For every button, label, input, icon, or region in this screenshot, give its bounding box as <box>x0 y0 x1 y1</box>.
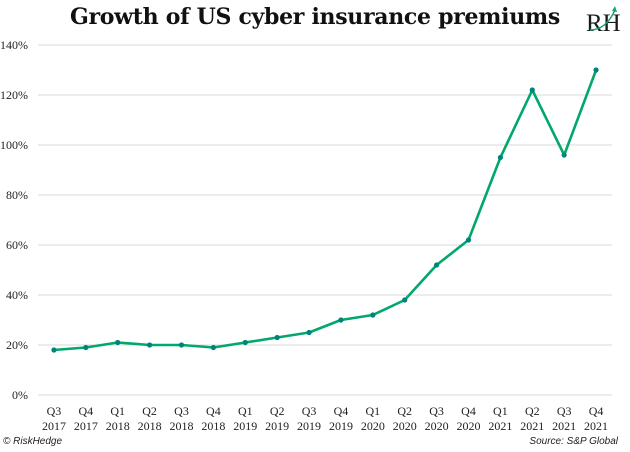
logo-arrow-head-icon <box>612 6 617 12</box>
x-tick-label-quarter: Q2 <box>142 404 157 418</box>
riskhedge-logo: RH <box>586 6 621 36</box>
x-axis-ticks: Q32017Q42017Q12018Q22018Q32018Q42018Q120… <box>42 404 608 433</box>
data-point <box>210 344 216 351</box>
x-tick-label-year: 2017 <box>42 419 66 433</box>
x-tick-label-quarter: Q2 <box>397 404 412 418</box>
x-tick-label-year: 2018 <box>106 419 130 433</box>
x-tick-label-quarter: Q3 <box>429 404 444 418</box>
x-tick-label-year: 2019 <box>265 419 289 433</box>
data-point <box>338 317 344 323</box>
series <box>51 67 599 353</box>
data-point <box>178 342 185 348</box>
x-tick-label-year: 2021 <box>488 419 512 433</box>
x-tick-label-year: 2020 <box>361 419 385 433</box>
x-tick-label-year: 2021 <box>520 419 544 433</box>
data-point <box>529 87 535 93</box>
x-tick-label-year: 2019 <box>297 419 321 433</box>
gridlines <box>38 44 612 396</box>
x-tick-label-quarter: Q3 <box>302 404 317 418</box>
logo-arrow-icon <box>589 9 616 31</box>
copyright-text: © RiskHedge <box>3 436 63 447</box>
x-tick-label-quarter: Q3 <box>47 404 62 418</box>
x-tick-label-quarter: Q3 <box>557 404 572 418</box>
y-tick-label: 140% <box>0 38 28 52</box>
data-point <box>51 347 57 353</box>
data-point <box>147 342 153 348</box>
x-tick-label-year: 2021 <box>584 419 608 433</box>
x-tick-label-quarter: Q1 <box>110 404 125 418</box>
x-tick-label-quarter: Q2 <box>525 404 540 418</box>
data-point <box>465 237 472 243</box>
data-point <box>83 344 89 351</box>
x-tick-label-year: 2018 <box>138 419 162 433</box>
x-tick-label-year: 2018 <box>201 419 225 433</box>
x-tick-label-year: 2018 <box>170 419 194 433</box>
data-point <box>434 262 440 268</box>
y-tick-label: 40% <box>6 288 28 302</box>
x-tick-label-year: 2020 <box>425 419 449 433</box>
y-tick-label: 80% <box>6 188 28 202</box>
y-tick-label: 120% <box>0 88 28 102</box>
y-tick-label: 0% <box>12 388 28 402</box>
x-tick-label-quarter: Q1 <box>493 404 508 418</box>
y-tick-label: 20% <box>6 338 28 352</box>
x-tick-label-quarter: Q4 <box>589 404 604 418</box>
x-tick-label-quarter: Q1 <box>238 404 253 418</box>
y-tick-label: 60% <box>6 238 28 252</box>
x-tick-label-year: 2021 <box>552 419 576 433</box>
source-text: Source: S&P Global <box>529 436 618 447</box>
x-tick-label-year: 2019 <box>233 419 257 433</box>
x-tick-label-year: 2020 <box>457 419 481 433</box>
y-axis-ticks: 0% 20% 40% 60% 80% 100% 120% 140% <box>0 38 28 402</box>
data-point <box>593 67 599 73</box>
x-tick-label-quarter: Q4 <box>78 404 93 418</box>
x-tick-label-year: 2019 <box>329 419 353 433</box>
y-tick-label: 100% <box>0 138 28 152</box>
logo-text: RH <box>586 10 621 36</box>
x-tick-label-quarter: Q3 <box>174 404 189 418</box>
x-tick-label-year: 2020 <box>393 419 417 433</box>
data-point <box>306 329 312 336</box>
x-tick-label-quarter: Q2 <box>270 404 285 418</box>
data-point <box>242 339 248 346</box>
series-line <box>53 69 598 352</box>
data-point <box>115 339 121 346</box>
data-point <box>497 154 503 161</box>
x-tick-label-quarter: Q4 <box>206 404 221 418</box>
x-tick-label-year: 2017 <box>74 419 98 433</box>
data-point <box>402 297 408 303</box>
x-tick-label-quarter: Q4 <box>461 404 476 418</box>
x-tick-label-quarter: Q4 <box>334 404 349 418</box>
x-tick-label-quarter: Q1 <box>365 404 380 418</box>
data-point <box>370 312 376 318</box>
chart-title: Growth of US cyber insurance premiums <box>70 4 560 30</box>
data-point <box>274 334 280 341</box>
data-point <box>561 152 567 158</box>
